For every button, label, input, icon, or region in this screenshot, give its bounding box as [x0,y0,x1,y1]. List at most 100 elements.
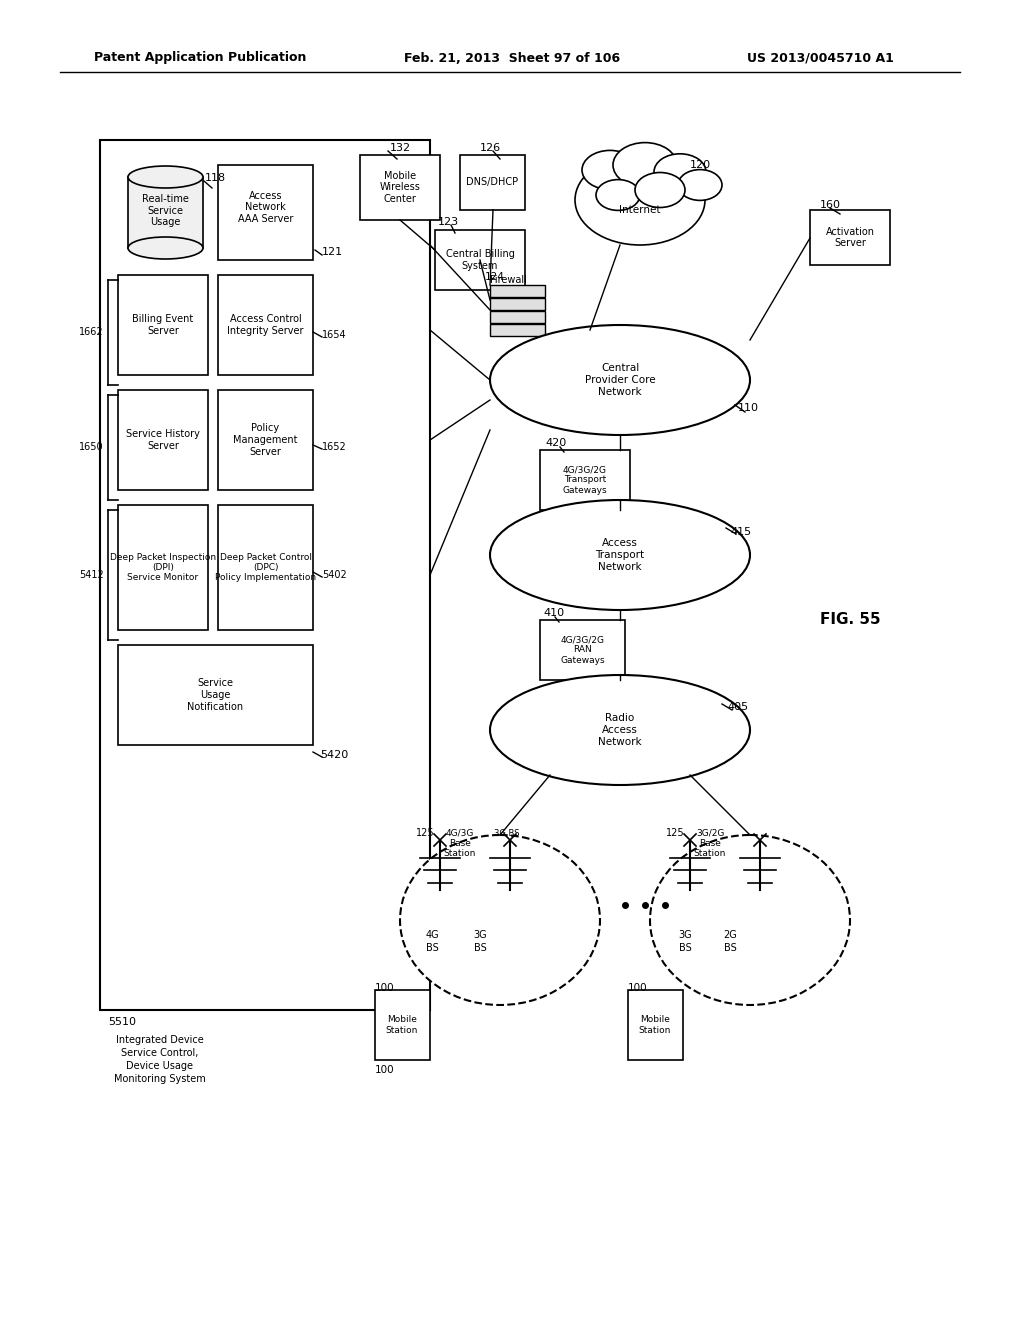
Text: Service Control,: Service Control, [121,1048,199,1059]
Text: Deep Packet Inspection
(DPI)
Service Monitor: Deep Packet Inspection (DPI) Service Mon… [110,553,216,582]
Text: Feb. 21, 2013  Sheet 97 of 106: Feb. 21, 2013 Sheet 97 of 106 [403,51,621,65]
Text: Access
Transport
Network: Access Transport Network [595,539,644,572]
Text: 5420: 5420 [319,750,348,760]
FancyBboxPatch shape [540,450,630,510]
Text: 110: 110 [738,403,759,413]
Text: 118: 118 [205,173,226,183]
FancyBboxPatch shape [490,312,545,323]
Text: 1652: 1652 [322,442,347,451]
Text: Activation
Server: Activation Server [825,227,874,248]
Text: Access Control
Integrity Server: Access Control Integrity Server [227,314,304,335]
Text: 4G/3G/2G
Transport
Gateways: 4G/3G/2G Transport Gateways [562,465,607,495]
Text: Station: Station [443,849,476,858]
Text: 405: 405 [727,702,749,711]
Ellipse shape [490,325,750,436]
Ellipse shape [654,154,706,190]
Text: 3G: 3G [473,931,486,940]
Text: Billing Event
Server: Billing Event Server [132,314,194,335]
FancyBboxPatch shape [460,154,525,210]
Text: 121: 121 [322,247,343,257]
Text: 124: 124 [485,272,505,282]
Text: 415: 415 [730,527,752,537]
Text: Service
Usage
Notification: Service Usage Notification [187,678,244,711]
Text: Firewall: Firewall [490,275,527,285]
Text: 126: 126 [480,143,501,153]
Text: 120: 120 [690,160,711,170]
Text: 5402: 5402 [322,570,347,579]
Text: 1654: 1654 [322,330,347,341]
FancyBboxPatch shape [810,210,890,265]
FancyBboxPatch shape [128,177,203,248]
Text: Mobile
Station: Mobile Station [386,1015,418,1035]
Ellipse shape [490,675,750,785]
FancyBboxPatch shape [435,230,525,290]
Ellipse shape [400,836,600,1005]
Text: BS: BS [474,942,486,953]
Ellipse shape [613,143,677,187]
FancyBboxPatch shape [100,140,430,1010]
Ellipse shape [128,166,203,187]
Text: 2G: 2G [723,931,737,940]
Text: Real-time
Service
Usage: Real-time Service Usage [142,194,189,227]
FancyBboxPatch shape [360,154,440,220]
Text: BS: BS [426,942,438,953]
Text: Station: Station [694,849,726,858]
FancyBboxPatch shape [490,285,545,297]
Text: FIG. 55: FIG. 55 [820,612,881,627]
Text: BS: BS [724,942,736,953]
Text: Base: Base [450,838,471,847]
Text: 5412: 5412 [79,570,104,579]
FancyBboxPatch shape [118,275,208,375]
Text: Base: Base [699,838,721,847]
Ellipse shape [650,836,850,1005]
Text: 100: 100 [628,983,647,993]
Text: 3G/2G: 3G/2G [696,829,724,837]
FancyBboxPatch shape [218,389,313,490]
Text: 100: 100 [375,983,394,993]
FancyBboxPatch shape [118,389,208,490]
Text: 4G/3G/2G
RAN
Gateways: 4G/3G/2G RAN Gateways [560,635,605,665]
FancyBboxPatch shape [375,990,430,1060]
Text: Mobile
Station: Mobile Station [639,1015,671,1035]
Text: Service History
Server: Service History Server [126,429,200,451]
Text: 4G: 4G [425,931,439,940]
Text: 4G/3G: 4G/3G [445,829,474,837]
FancyBboxPatch shape [218,506,313,630]
Text: 132: 132 [390,143,411,153]
FancyBboxPatch shape [628,990,683,1060]
Text: 3G: 3G [678,931,692,940]
Text: 410: 410 [543,609,564,618]
Text: Monitoring System: Monitoring System [114,1074,206,1084]
FancyBboxPatch shape [118,645,313,744]
Text: 1650: 1650 [80,442,104,451]
FancyBboxPatch shape [540,620,625,680]
Text: Radio
Access
Network: Radio Access Network [598,713,642,747]
Text: 1662: 1662 [80,327,104,337]
Text: Deep Packet Control
(DPC)
Policy Implementation: Deep Packet Control (DPC) Policy Impleme… [215,553,316,582]
FancyBboxPatch shape [218,165,313,260]
Text: Central
Provider Core
Network: Central Provider Core Network [585,363,655,396]
FancyBboxPatch shape [490,298,545,310]
Ellipse shape [128,238,203,259]
Text: Internet: Internet [620,205,660,215]
Ellipse shape [582,150,638,190]
Text: Integrated Device: Integrated Device [116,1035,204,1045]
Text: 160: 160 [820,201,841,210]
Text: US 2013/0045710 A1: US 2013/0045710 A1 [746,51,893,65]
FancyBboxPatch shape [490,323,545,337]
Text: BS: BS [679,942,691,953]
Text: 3G BS: 3G BS [495,829,520,837]
Text: DNS/DHCP: DNS/DHCP [467,177,518,187]
Text: Policy
Management
Server: Policy Management Server [233,424,298,457]
Text: 420: 420 [545,438,566,447]
Ellipse shape [678,169,722,201]
Ellipse shape [575,154,705,246]
Text: 123: 123 [438,216,459,227]
FancyBboxPatch shape [218,275,313,375]
Text: Patent Application Publication: Patent Application Publication [94,51,306,65]
Text: Access
Network
AAA Server: Access Network AAA Server [238,191,293,224]
Text: 125: 125 [417,828,435,838]
FancyBboxPatch shape [118,506,208,630]
Ellipse shape [596,180,640,210]
Text: 5510: 5510 [108,1016,136,1027]
